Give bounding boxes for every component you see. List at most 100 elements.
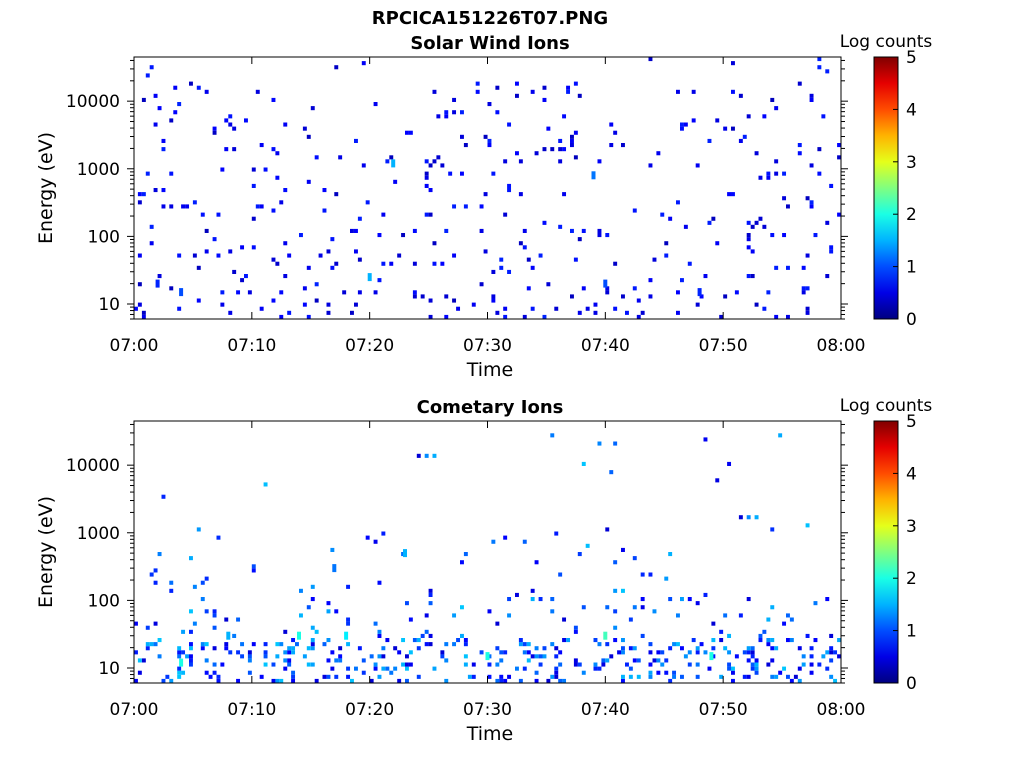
heatmap-cell <box>456 638 461 643</box>
heatmap-cell <box>801 654 806 659</box>
heatmap-cell <box>204 228 209 233</box>
heatmap-cell <box>287 310 292 315</box>
heatmap-cell <box>613 441 618 446</box>
heatmap-cell <box>825 274 830 279</box>
heatmap-cell <box>766 171 771 176</box>
heatmap-cell <box>562 678 567 683</box>
heatmap-cell <box>809 97 814 102</box>
heatmap-cell <box>463 638 468 643</box>
heatmap-cell <box>397 650 402 655</box>
heatmap-cell <box>605 233 610 238</box>
heatmap-cell <box>581 670 586 675</box>
heatmap-cell <box>283 274 288 279</box>
heatmap-cell <box>177 306 182 311</box>
heatmap-cell <box>680 674 684 679</box>
heatmap-cell <box>479 650 484 655</box>
heatmap-cell <box>483 249 488 254</box>
heatmap-cell <box>518 192 523 197</box>
heatmap-cell <box>621 650 625 655</box>
heatmap-cell <box>381 666 386 671</box>
heatmap-cell <box>597 666 602 671</box>
heatmap-cell <box>291 646 296 651</box>
heatmap-cell <box>727 650 732 655</box>
heatmap-cell <box>334 658 339 663</box>
heatmap-cell <box>628 617 633 622</box>
heatmap-cell <box>283 666 288 671</box>
heatmap-cell <box>287 658 292 663</box>
heatmap-cell <box>577 662 582 667</box>
heatmap-cell <box>542 654 547 659</box>
heatmap-cell <box>593 666 598 671</box>
heatmap-cell <box>762 114 767 119</box>
heatmap-cell <box>137 658 142 663</box>
heatmap-cell <box>750 274 755 279</box>
heatmap-cell <box>412 638 417 643</box>
heatmap-cell <box>664 670 669 675</box>
heatmap-cell <box>754 151 759 156</box>
heatmap-cell <box>625 310 629 315</box>
heatmap-cell <box>636 298 641 303</box>
heatmap-cell <box>632 646 637 651</box>
heatmap-cell <box>424 629 429 634</box>
heatmap-cell <box>801 662 806 667</box>
heatmap-cell <box>829 249 834 254</box>
heatmap-cell <box>326 658 331 663</box>
heatmap-cell <box>137 302 142 307</box>
heatmap-cell <box>173 110 178 115</box>
heatmap-cell <box>452 110 457 115</box>
heatmap-cell <box>538 662 543 667</box>
heatmap-cell <box>212 625 217 630</box>
heatmap-cell <box>444 678 449 683</box>
heatmap-event-cell <box>391 159 396 168</box>
heatmap-cell <box>829 658 834 663</box>
heatmap-cell <box>137 670 142 675</box>
heatmap-cell <box>805 253 810 258</box>
heatmap-cell <box>247 670 252 675</box>
heatmap-cell <box>232 633 237 638</box>
heatmap-cell <box>562 147 567 152</box>
heatmap-cell <box>695 163 700 168</box>
heatmap-cell <box>805 523 810 528</box>
heatmap-cell <box>507 269 512 274</box>
heatmap-cell <box>463 204 468 209</box>
heatmap-cell <box>408 617 413 622</box>
heatmap-cell <box>522 245 527 250</box>
heatmap-cell <box>754 658 759 663</box>
heatmap-cell <box>762 224 767 229</box>
heatmap-cell <box>216 535 221 540</box>
heatmap-cell <box>550 674 555 679</box>
heatmap-cell <box>185 204 190 209</box>
heatmap-cell <box>672 674 677 679</box>
heatmap-cell <box>609 122 614 127</box>
heatmap-cell <box>153 188 158 193</box>
heatmap-cell <box>204 658 209 663</box>
x-tick-label: 07:50 <box>699 336 748 356</box>
heatmap-cell <box>648 670 653 675</box>
heatmap-cell <box>161 678 166 683</box>
heatmap-cell <box>687 261 692 266</box>
heatmap-cell <box>825 666 830 671</box>
heatmap-cell <box>754 515 759 520</box>
heatmap-cell <box>613 625 618 630</box>
heatmap-cell <box>393 179 398 184</box>
heatmap-cell <box>299 588 303 593</box>
heatmap-cell <box>727 192 732 197</box>
heatmap-cell <box>444 314 449 319</box>
heatmap-cell <box>377 674 382 679</box>
heatmap-cell <box>613 638 618 643</box>
heatmap-cell <box>251 245 256 250</box>
heatmap-cell <box>326 609 331 614</box>
heatmap-cell <box>444 658 449 663</box>
heatmap-cell <box>204 642 209 647</box>
heatmap-cell <box>605 642 610 647</box>
heatmap-cell <box>200 597 205 602</box>
heatmap-cell <box>774 171 779 176</box>
heatmap-cell <box>428 633 433 638</box>
heatmap-cell <box>570 134 574 139</box>
heatmap-cell <box>373 290 378 295</box>
heatmap-cell <box>452 253 457 258</box>
heatmap-cell <box>746 233 751 238</box>
heatmap-cell <box>786 613 790 618</box>
heatmap-cell <box>161 138 166 143</box>
x-axis-label-cometary: Time <box>466 723 514 745</box>
